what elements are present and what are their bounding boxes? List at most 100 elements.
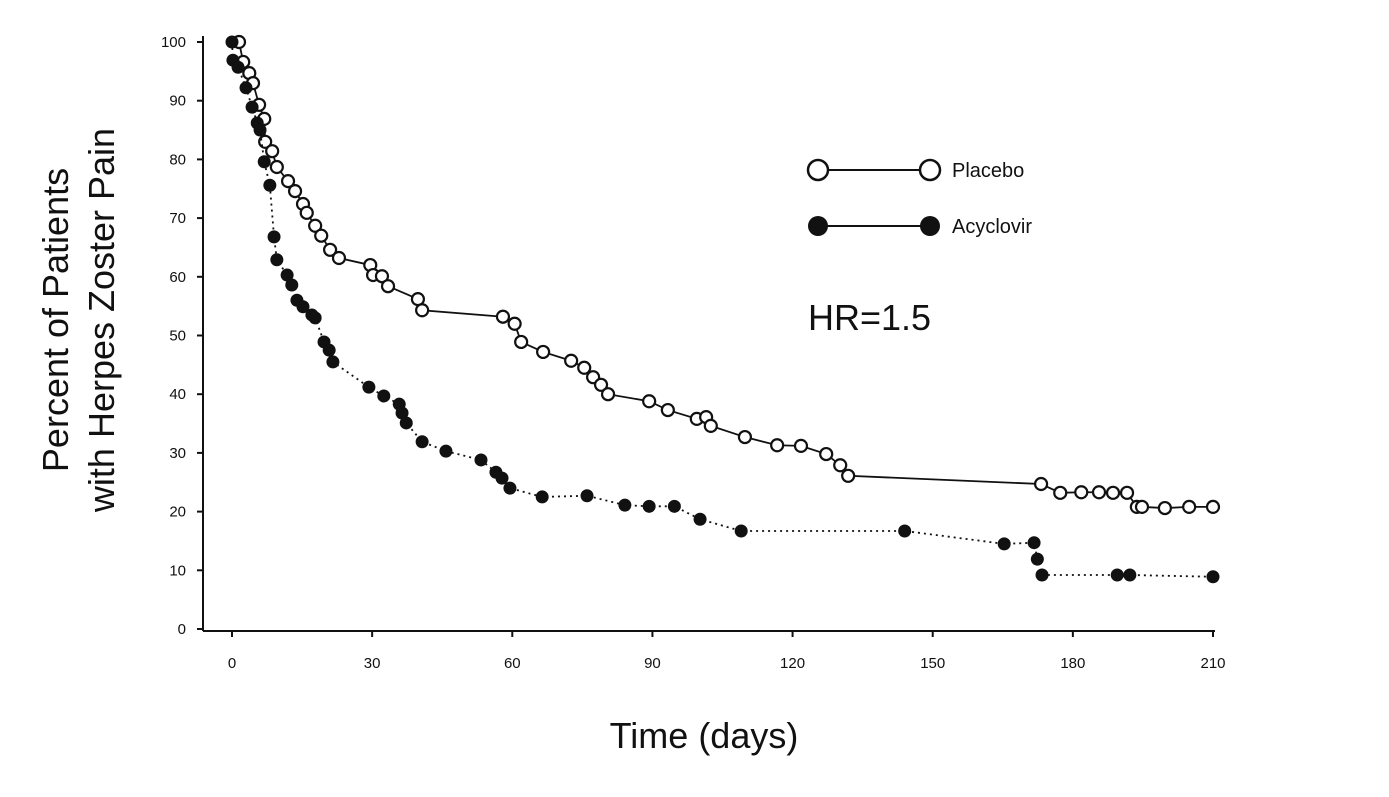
legend-label-placebo: Placebo	[952, 160, 1024, 182]
data-point-acyclovir	[535, 490, 549, 504]
y-axis-label-line2: with Herpes Zoster Pain	[81, 128, 122, 513]
data-point-placebo	[642, 394, 657, 409]
y-tick-label: 10	[169, 562, 186, 579]
data-point-acyclovir	[495, 471, 509, 485]
data-point-placebo	[819, 446, 834, 462]
data-point-acyclovir	[280, 268, 294, 282]
data-point-acyclovir	[898, 524, 912, 538]
data-point-acyclovir	[399, 416, 413, 430]
data-point-acyclovir	[503, 481, 517, 495]
y-tick-label: 70	[169, 210, 186, 227]
y-axis-label-line1: Percent of Patients	[35, 168, 76, 472]
data-point-acyclovir	[239, 81, 253, 95]
data-point-acyclovir	[267, 230, 281, 244]
data-point-acyclovir	[225, 35, 239, 49]
data-point-placebo	[1134, 499, 1150, 515]
data-point-acyclovir	[263, 178, 277, 192]
data-point-acyclovir	[667, 499, 681, 513]
data-point-placebo	[374, 269, 390, 284]
data-point-acyclovir	[1123, 568, 1137, 582]
hazard-ratio-annotation: HR=1.5	[808, 297, 931, 338]
data-point-placebo	[331, 250, 347, 266]
data-point-acyclovir	[285, 278, 299, 292]
axes: 0 10 20 30 40 50 60 70 80 90 100 0 30 60 90 120 150 180 21…	[161, 34, 1226, 672]
data-point-acyclovir	[326, 355, 340, 369]
legend-marker-placebo	[918, 158, 942, 182]
data-point-acyclovir	[1206, 570, 1220, 584]
data-point-acyclovir	[362, 380, 376, 394]
data-point-acyclovir	[308, 311, 322, 325]
x-tick-label: 30	[364, 655, 381, 672]
x-tick-label: 120	[780, 655, 805, 672]
data-point-acyclovir	[296, 300, 310, 314]
data-point-acyclovir	[253, 123, 267, 137]
legend-marker-placebo	[806, 158, 830, 182]
data-point-placebo	[564, 353, 579, 368]
data-point-placebo	[299, 205, 314, 220]
data-point-placebo	[323, 242, 338, 257]
data-point-placebo	[507, 316, 522, 331]
series-group	[225, 34, 1221, 584]
data-point-acyclovir	[734, 524, 748, 538]
data-point-placebo	[536, 344, 551, 360]
data-point-placebo	[1182, 499, 1197, 515]
data-point-acyclovir	[693, 512, 707, 526]
y-tick-label: 90	[169, 93, 186, 110]
data-point-placebo	[287, 183, 303, 199]
data-point-placebo	[703, 418, 718, 433]
series-placebo	[231, 34, 1221, 516]
data-point-placebo	[833, 458, 848, 473]
data-point-acyclovir	[1027, 536, 1041, 550]
data-point-placebo	[593, 377, 609, 392]
data-point-placebo	[280, 174, 296, 189]
data-point-placebo	[308, 218, 323, 233]
legend-label-acyclovir: Acyclovir	[952, 216, 1032, 238]
data-point-placebo	[514, 334, 529, 350]
data-point-placebo	[1157, 500, 1172, 516]
y-tick-label: 60	[169, 269, 186, 286]
data-point-placebo	[577, 360, 592, 375]
data-point-acyclovir	[231, 60, 245, 74]
x-tick-label: 60	[504, 655, 521, 672]
data-point-placebo	[737, 429, 753, 445]
x-tick-label: 0	[228, 655, 236, 672]
data-point-acyclovir	[1110, 568, 1124, 582]
data-point-placebo	[415, 303, 430, 318]
data-point-acyclovir	[439, 444, 453, 458]
x-axis-label: Time (days)	[610, 715, 799, 756]
data-point-acyclovir	[580, 489, 594, 503]
legend: Placebo Acyclovir	[806, 158, 1032, 238]
legend-marker-acyclovir	[808, 216, 828, 236]
data-point-acyclovir	[642, 499, 656, 513]
data-point-acyclovir	[377, 389, 391, 403]
data-point-placebo	[380, 279, 396, 294]
data-point-placebo	[1205, 499, 1221, 515]
data-point-placebo	[770, 438, 785, 453]
y-tick-label: 80	[169, 151, 186, 168]
y-tick-label: 40	[169, 386, 186, 403]
data-point-acyclovir	[395, 406, 409, 420]
data-point-placebo	[265, 144, 280, 159]
data-point-placebo	[1119, 485, 1135, 500]
data-point-acyclovir	[322, 343, 336, 357]
x-tick-label: 180	[1060, 655, 1085, 672]
data-point-placebo	[1091, 485, 1107, 500]
y-tick-label: 100	[161, 34, 186, 51]
data-point-acyclovir	[997, 537, 1011, 551]
data-point-placebo	[1074, 485, 1089, 500]
data-point-acyclovir	[257, 155, 271, 169]
data-point-placebo	[1053, 485, 1068, 500]
data-point-acyclovir	[245, 100, 259, 114]
y-tick-label: 50	[169, 328, 186, 345]
data-point-placebo	[793, 438, 809, 453]
y-tick-label: 30	[169, 445, 186, 462]
data-point-acyclovir	[415, 435, 429, 449]
data-point-placebo	[495, 309, 511, 324]
x-tick-label: 90	[644, 655, 661, 672]
y-tick-label: 0	[178, 621, 186, 638]
y-tick-label: 20	[169, 504, 186, 521]
data-point-acyclovir	[270, 253, 284, 267]
data-point-acyclovir	[1030, 552, 1044, 566]
x-tick-label: 150	[920, 655, 945, 672]
